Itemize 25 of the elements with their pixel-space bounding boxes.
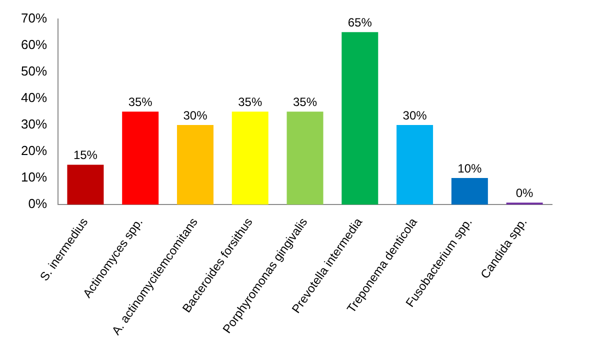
y-tick-label: 40% [20,90,48,105]
data-label: 35% [292,94,318,109]
bar [396,124,434,205]
data-label: 35% [238,94,262,109]
y-tick-label: 50% [20,63,48,78]
y-tick-label: 30% [20,116,48,132]
bar [232,112,268,205]
y-tick-label: 0% [28,196,48,212]
data-label: 15% [73,148,98,162]
y-tick-label: 60% [20,36,48,52]
bar [451,178,488,205]
y-tick-label: 20% [20,143,48,158]
data-label: 0% [516,186,534,200]
data-label: 10% [458,161,482,176]
data-label: 65% [348,15,372,30]
bar [286,112,324,205]
bar [342,32,378,205]
data-label: 30% [183,108,208,122]
y-tick-label: 70% [20,10,48,26]
bar [122,112,159,205]
bar [67,164,104,205]
data-label: 35% [128,94,153,109]
y-tick-label: 10% [20,170,48,185]
bar [176,124,214,205]
data-label: 30% [402,108,428,122]
